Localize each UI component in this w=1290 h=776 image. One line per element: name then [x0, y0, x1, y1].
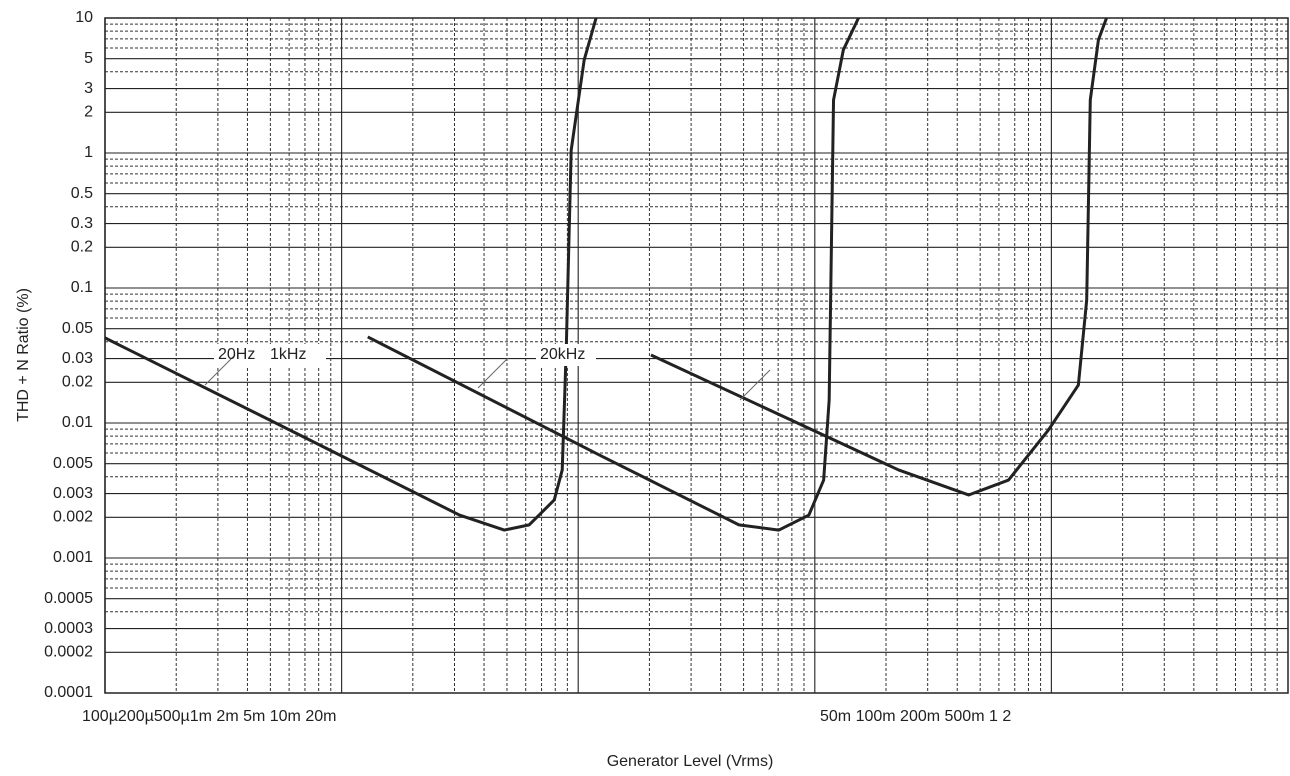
y-tick-label: 0.003: [53, 485, 93, 502]
plot-frame: [104, 17, 1289, 694]
y-tick-label: 0.0003: [44, 620, 93, 637]
y-tick-label: 0.1: [71, 279, 93, 296]
y-tick-label: 2: [84, 104, 93, 121]
y-tick-label: 3: [84, 80, 93, 97]
series-label: 20kHz: [540, 346, 585, 363]
series-label: 1kHz: [270, 346, 306, 363]
y-tick-label: 0.005: [53, 455, 93, 472]
y-tick-label: 0.0005: [44, 590, 93, 607]
y-tick-label: 0.03: [62, 350, 93, 367]
y-tick-label: 0.002: [53, 509, 93, 526]
data-line: [104, 17, 598, 532]
leader-line: [739, 369, 771, 401]
leader-line: [477, 357, 509, 389]
data-line: [367, 17, 860, 532]
leader-line: [204, 354, 236, 386]
y-tick-label: 0.02: [62, 374, 93, 391]
y-tick-label: 0.2: [71, 239, 93, 256]
series-label: 20Hz: [218, 346, 255, 363]
y-tick-label: 5: [84, 50, 93, 67]
y-tick-label: 0.5: [71, 185, 93, 202]
label-box: [536, 344, 596, 366]
y-tick-label: 1: [84, 144, 93, 161]
y-tick-label: 0.0001: [44, 684, 93, 701]
y-tick-label: 0.05: [62, 320, 93, 337]
y-tick-label: 0.0002: [44, 644, 93, 661]
y-axis-label: THD + N Ratio (%): [15, 288, 32, 422]
y-tick-label: 0.01: [62, 414, 93, 431]
y-tick-label: 0.001: [53, 549, 93, 566]
x-tick-label: 50m 100m 200m 500m 1 2: [820, 708, 1011, 725]
label-box: [266, 344, 326, 366]
x-axis-label: Generator Level (Vrms): [607, 753, 774, 770]
x-tick-label: 100µ200µ500µ1m 2m 5m 10m 20m: [82, 708, 336, 725]
y-tick-label: 10: [75, 9, 93, 26]
data-line: [650, 17, 1108, 497]
y-tick-label: 0.3: [71, 215, 93, 232]
